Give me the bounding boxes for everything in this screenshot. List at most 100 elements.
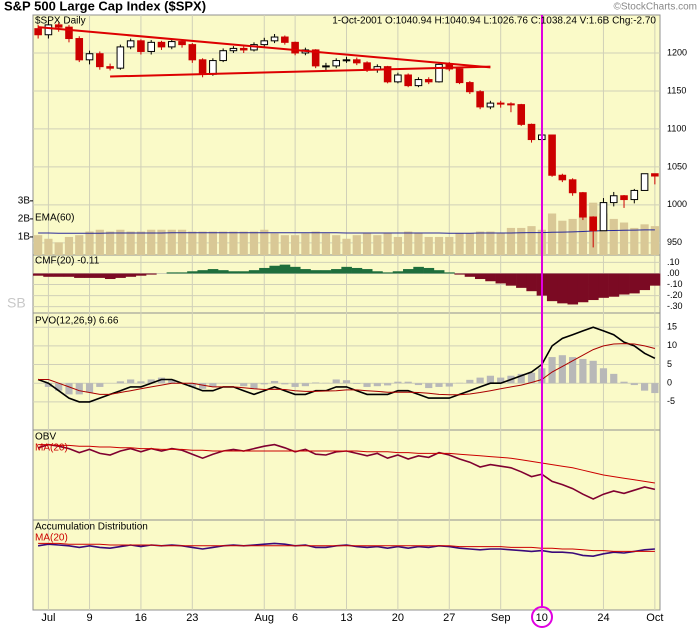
area-column [392,271,404,274]
candle-body [414,79,423,87]
volume-bar [486,231,495,255]
volume-bar [342,238,351,255]
histogram-bar [301,383,309,387]
candle-body [466,82,474,93]
candle-body [548,134,556,176]
area-column [269,265,280,274]
candle-body [620,195,628,201]
area-column [598,273,609,298]
histogram-bar [589,360,597,384]
candle-body [558,174,567,181]
area-column [331,269,342,274]
candle-body [507,103,515,106]
area-column [228,271,239,274]
volume-bar [208,231,217,255]
pvo-title: PVO(12,26,9) 6.66 [35,316,119,327]
histogram-bar [558,355,566,384]
volume-bar [116,229,125,255]
volume-bar [414,233,423,255]
area-column [485,273,496,282]
x-tick-label: 13 [340,612,352,624]
volume-bar [311,231,320,255]
volume-bar [54,242,63,255]
histogram-bar [445,383,453,387]
volume-bar [95,229,104,255]
y-tick-label: 10 [667,340,677,350]
volume-bar [517,227,526,255]
candle-body [147,41,155,52]
volume-bar [393,236,403,255]
series-line [37,542,655,558]
series-line [38,343,656,396]
legend-entry: MA(20) [35,533,68,544]
candle-body [157,41,166,48]
quote: 1-Oct-2001 O:1040.94 H:1040.94 L:1026.76… [332,16,656,27]
histogram-bar [384,383,392,386]
y-tick-label: 1200 [667,47,687,57]
histogram-bar [55,383,63,391]
area-column [577,273,589,303]
y-tick-label: 0 [667,378,672,388]
histogram-bar [250,383,258,389]
area-column [320,270,332,274]
x-tick-label: Jul [41,612,55,624]
volume-bar [424,236,433,255]
y-tick-label: 950 [667,237,682,247]
volume-bar [126,231,135,255]
y2-tick-label: 1B [18,232,31,243]
histogram-bar [116,381,124,384]
histogram-bar [168,379,176,384]
volume-bar [177,229,187,255]
x-tick-label: Sep [491,612,511,624]
volume-bar [650,226,659,255]
histogram-bar [599,368,608,384]
histogram-bar [651,383,659,394]
volume-bar [167,229,176,255]
histogram-bar [281,383,289,385]
candle-body [496,102,505,105]
histogram-bar [127,379,135,384]
candle-body [322,65,330,68]
legend-entry: MA(20) [35,443,68,454]
histogram-bar [394,381,402,384]
candle-body [486,102,495,108]
volume-bar [599,213,608,255]
x-tick-label: 6 [292,612,298,624]
histogram-bar [425,383,433,389]
candle-body [599,202,608,232]
volume-bar [280,235,289,255]
area-column [207,269,219,274]
histogram-bar [96,383,104,387]
histogram-bar [414,383,423,386]
y-tick-label: .10 [667,257,680,267]
histogram-bar [342,380,351,384]
candle-body [394,74,402,83]
candle-body [568,179,577,194]
area-column [608,273,620,297]
candle-body [188,44,197,61]
candle-body [34,28,42,36]
legend-entry: Accumulation Distribution [35,522,148,533]
area-column [351,267,363,274]
volume-bar [290,235,300,255]
area-column [495,273,507,284]
y2-tick-label: 3B [18,196,31,207]
volume-bar [157,229,166,255]
area-column [125,273,137,277]
x-tick-label: 10 [536,612,548,624]
histogram-bar [240,383,248,387]
volume-bar [362,233,372,255]
area-column [218,270,229,274]
area-column [629,273,640,294]
area-column [361,269,373,274]
histogram-bar [44,383,53,387]
area-column [238,271,250,274]
legend-entry: OBV [35,432,56,443]
area-column [639,273,651,291]
area-column [433,270,445,274]
area-column [310,270,322,274]
candle-body [229,47,238,52]
area-column [248,270,260,274]
histogram-bar [373,383,381,387]
